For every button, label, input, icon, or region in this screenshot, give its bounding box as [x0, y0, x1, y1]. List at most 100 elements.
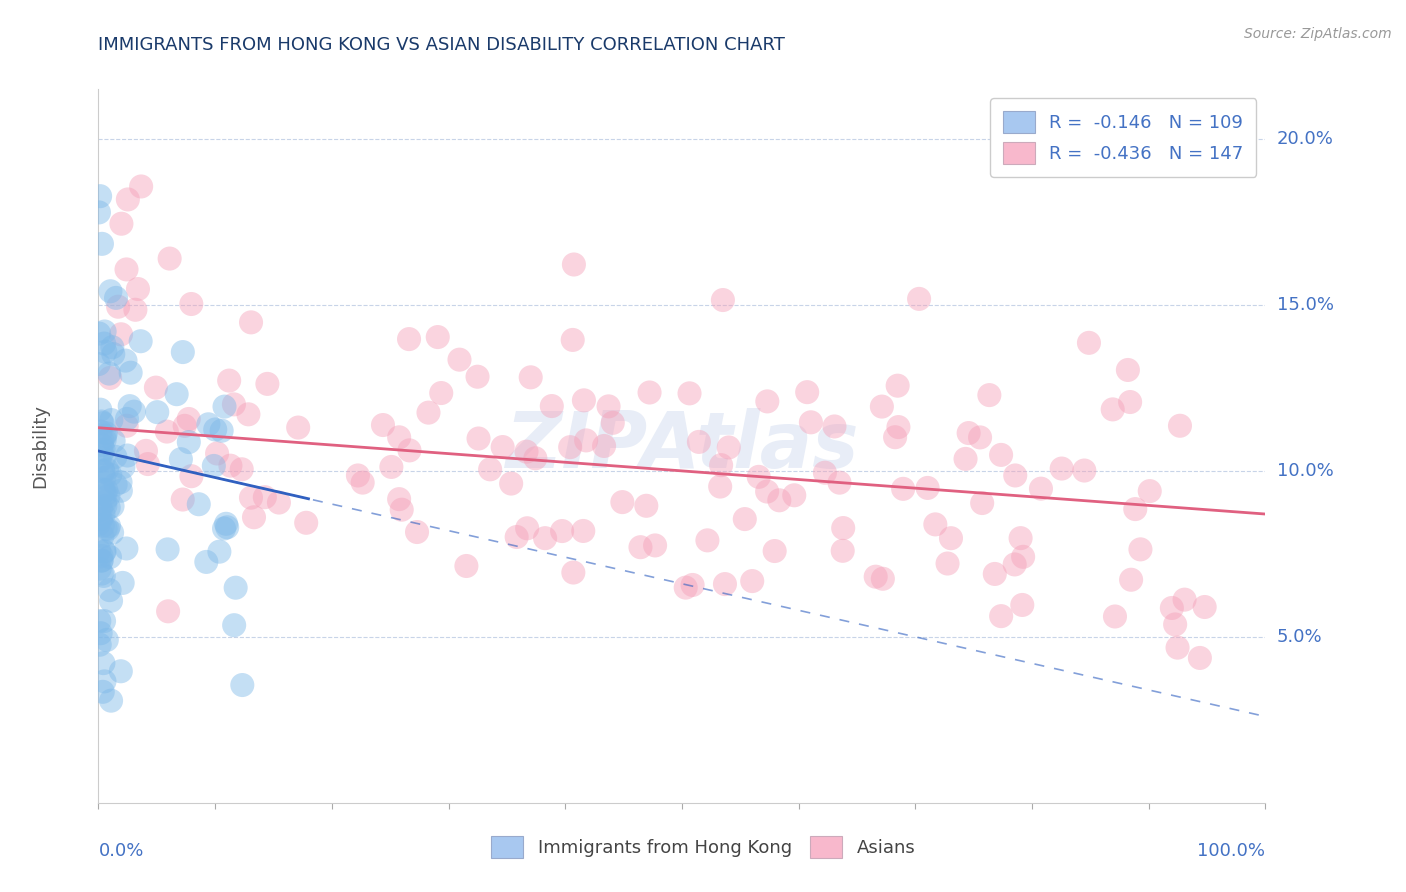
Point — [1194, 599, 1216, 614]
Point — [112, 460, 135, 475]
Text: Disability: Disability — [31, 404, 49, 488]
Point — [90, 566, 112, 581]
Point — [101, 525, 124, 540]
Point — [159, 252, 181, 266]
Point — [295, 516, 318, 530]
Point — [711, 293, 734, 307]
Point — [1116, 363, 1139, 377]
Point — [572, 393, 595, 408]
Point — [89, 638, 111, 652]
Point — [426, 330, 449, 344]
Point — [1012, 549, 1035, 564]
Point — [562, 566, 585, 580]
Point — [97, 489, 120, 503]
Point — [89, 189, 111, 203]
Point — [94, 344, 117, 359]
Point — [560, 440, 582, 454]
Point — [347, 468, 370, 483]
Point — [398, 443, 420, 458]
Point — [243, 510, 266, 524]
Point — [103, 347, 125, 361]
Point — [1029, 482, 1052, 496]
Legend: Immigrants from Hong Kong, Asians: Immigrants from Hong Kong, Asians — [484, 829, 922, 865]
Text: IMMIGRANTS FROM HONG KONG VS ASIAN DISABILITY CORRELATION CHART: IMMIGRANTS FROM HONG KONG VS ASIAN DISAB… — [98, 36, 786, 54]
Point — [593, 439, 616, 453]
Point — [91, 236, 114, 251]
Point — [231, 462, 253, 476]
Point — [170, 452, 193, 467]
Legend: R =  -0.146   N = 109, R =  -0.436   N = 147: R = -0.146 N = 109, R = -0.436 N = 147 — [990, 98, 1257, 177]
Point — [120, 366, 142, 380]
Point — [118, 399, 141, 413]
Point — [110, 483, 132, 498]
Point — [93, 656, 115, 670]
Point — [936, 557, 959, 571]
Point — [89, 402, 111, 417]
Point — [93, 508, 115, 522]
Point — [187, 497, 209, 511]
Text: ZIPAtlas: ZIPAtlas — [505, 408, 859, 484]
Point — [222, 397, 245, 411]
Point — [734, 512, 756, 526]
Point — [831, 543, 853, 558]
Point — [638, 385, 661, 400]
Point — [98, 583, 121, 598]
Point — [103, 434, 125, 448]
Point — [91, 518, 114, 533]
Point — [94, 494, 117, 508]
Point — [90, 553, 112, 567]
Point — [814, 466, 837, 480]
Point — [515, 444, 537, 458]
Point — [467, 369, 489, 384]
Point — [93, 433, 115, 447]
Point — [93, 545, 115, 559]
Point — [796, 385, 818, 400]
Point — [93, 483, 115, 498]
Text: 10.0%: 10.0% — [1277, 462, 1333, 480]
Point — [173, 418, 195, 433]
Point — [96, 483, 118, 498]
Point — [202, 458, 225, 473]
Text: 0.0%: 0.0% — [98, 842, 143, 860]
Point — [1123, 502, 1146, 516]
Point — [924, 517, 946, 532]
Point — [90, 501, 112, 516]
Point — [180, 297, 202, 311]
Point — [756, 484, 779, 499]
Point — [768, 493, 790, 508]
Point — [371, 417, 394, 432]
Point — [824, 419, 846, 434]
Point — [204, 423, 226, 437]
Point — [388, 430, 411, 444]
Point — [211, 424, 233, 438]
Point — [1004, 558, 1026, 572]
Point — [990, 609, 1012, 624]
Point — [287, 420, 309, 434]
Point — [156, 542, 179, 557]
Point — [630, 540, 652, 554]
Point — [388, 492, 411, 507]
Point — [105, 291, 128, 305]
Point — [891, 482, 914, 496]
Point — [96, 462, 118, 476]
Point — [267, 495, 290, 509]
Point — [124, 302, 146, 317]
Point — [832, 521, 855, 535]
Point — [90, 415, 112, 429]
Point — [1139, 484, 1161, 499]
Point — [97, 522, 120, 536]
Point — [91, 685, 114, 699]
Point — [1119, 573, 1142, 587]
Point — [195, 555, 218, 569]
Point — [984, 566, 1007, 581]
Point — [96, 632, 118, 647]
Point — [979, 388, 1001, 402]
Point — [98, 367, 121, 381]
Point — [1004, 468, 1026, 483]
Point — [93, 442, 115, 457]
Point — [87, 205, 110, 219]
Point — [602, 416, 624, 430]
Point — [562, 258, 585, 272]
Point — [94, 429, 117, 443]
Point — [524, 451, 547, 466]
